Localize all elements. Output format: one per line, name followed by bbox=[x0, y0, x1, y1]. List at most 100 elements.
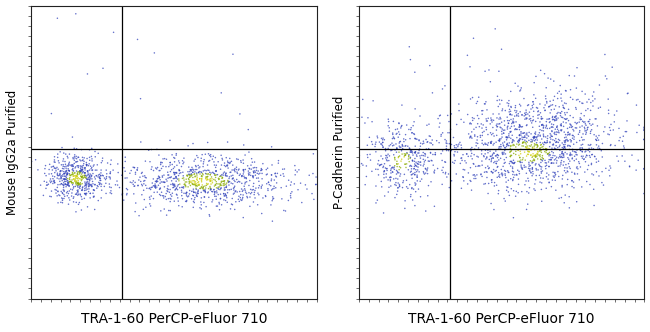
Point bbox=[514, 138, 525, 144]
Point bbox=[276, 173, 286, 178]
Point bbox=[86, 172, 96, 178]
Point bbox=[391, 180, 401, 185]
Point bbox=[196, 202, 207, 208]
Point bbox=[287, 189, 297, 195]
Point bbox=[75, 171, 85, 177]
Point bbox=[499, 118, 510, 124]
Point bbox=[129, 184, 139, 189]
Point bbox=[524, 164, 534, 169]
Point bbox=[391, 183, 401, 188]
Point bbox=[477, 174, 488, 179]
Point bbox=[554, 154, 565, 159]
Point bbox=[531, 142, 541, 147]
Point bbox=[58, 172, 68, 178]
Point bbox=[75, 182, 86, 187]
Point bbox=[535, 101, 545, 107]
Point bbox=[463, 112, 473, 117]
Point bbox=[205, 153, 215, 158]
Point bbox=[519, 130, 530, 135]
Point bbox=[393, 155, 404, 160]
Point bbox=[72, 146, 82, 151]
Point bbox=[229, 187, 239, 193]
Point bbox=[389, 155, 400, 161]
Point bbox=[536, 187, 547, 192]
Point bbox=[116, 173, 127, 178]
Point bbox=[515, 157, 526, 163]
Point bbox=[42, 180, 52, 185]
Point bbox=[186, 168, 196, 174]
Point bbox=[505, 154, 515, 159]
Point bbox=[541, 123, 552, 128]
Point bbox=[536, 116, 547, 122]
Point bbox=[87, 158, 98, 164]
Point bbox=[502, 168, 513, 173]
Point bbox=[550, 146, 560, 151]
Point bbox=[213, 187, 224, 192]
Point bbox=[564, 107, 574, 112]
Point bbox=[458, 174, 468, 179]
Point bbox=[567, 152, 577, 158]
Point bbox=[391, 131, 402, 137]
Point bbox=[515, 160, 526, 165]
Point bbox=[182, 174, 192, 179]
Point bbox=[554, 142, 565, 148]
Point bbox=[407, 130, 417, 135]
Point bbox=[177, 185, 187, 190]
Point bbox=[261, 181, 272, 187]
Point bbox=[289, 181, 300, 187]
Point bbox=[524, 149, 534, 154]
Point bbox=[266, 176, 277, 182]
Point bbox=[534, 148, 545, 154]
Point bbox=[161, 212, 172, 218]
Point bbox=[41, 186, 51, 191]
Point bbox=[509, 138, 519, 143]
Point bbox=[527, 160, 538, 166]
Point bbox=[481, 125, 491, 130]
Point bbox=[589, 132, 599, 137]
Point bbox=[452, 122, 462, 127]
Point bbox=[570, 120, 580, 125]
Point bbox=[194, 165, 204, 171]
Point bbox=[397, 185, 408, 190]
Point bbox=[586, 100, 596, 105]
Point bbox=[58, 174, 68, 179]
Point bbox=[492, 121, 502, 126]
Point bbox=[83, 169, 93, 174]
Point bbox=[415, 140, 426, 146]
Point bbox=[480, 151, 490, 156]
Point bbox=[420, 151, 430, 156]
Point bbox=[405, 57, 415, 62]
Point bbox=[489, 160, 499, 165]
Point bbox=[540, 140, 551, 145]
Point bbox=[435, 113, 445, 118]
Point bbox=[528, 117, 539, 123]
Point bbox=[81, 192, 91, 197]
Point bbox=[81, 162, 92, 167]
Point bbox=[554, 174, 564, 179]
Point bbox=[213, 176, 224, 181]
Point bbox=[175, 182, 185, 187]
Point bbox=[555, 163, 566, 169]
Point bbox=[525, 143, 536, 149]
Point bbox=[565, 137, 575, 142]
Point bbox=[458, 152, 468, 157]
Point bbox=[356, 161, 367, 166]
Point bbox=[522, 130, 532, 136]
Point bbox=[248, 174, 258, 179]
Point bbox=[559, 200, 569, 206]
Point bbox=[548, 117, 558, 122]
Point bbox=[354, 153, 365, 158]
Point bbox=[168, 181, 178, 186]
Point bbox=[77, 188, 87, 193]
Point bbox=[377, 143, 387, 148]
Point bbox=[491, 161, 501, 166]
Point bbox=[404, 146, 415, 151]
Point bbox=[105, 169, 116, 175]
Point bbox=[545, 152, 556, 158]
Point bbox=[96, 170, 106, 176]
Point bbox=[528, 124, 538, 130]
Point bbox=[84, 181, 94, 186]
Point bbox=[154, 168, 164, 173]
Point bbox=[588, 103, 598, 109]
Point bbox=[444, 141, 454, 146]
